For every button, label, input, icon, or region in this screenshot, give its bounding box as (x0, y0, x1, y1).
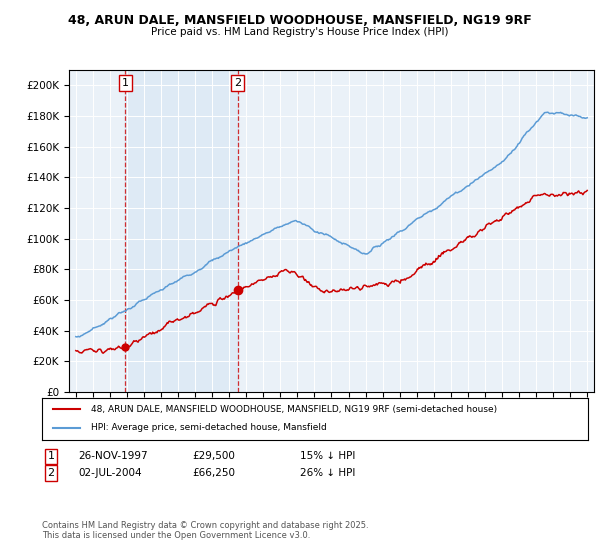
Text: 26-NOV-1997: 26-NOV-1997 (78, 451, 148, 461)
Text: 1: 1 (47, 451, 55, 461)
Text: HPI: Average price, semi-detached house, Mansfield: HPI: Average price, semi-detached house,… (91, 423, 327, 432)
Text: 2: 2 (47, 468, 55, 478)
Text: £29,500: £29,500 (192, 451, 235, 461)
Text: 48, ARUN DALE, MANSFIELD WOODHOUSE, MANSFIELD, NG19 9RF (semi-detached house): 48, ARUN DALE, MANSFIELD WOODHOUSE, MANS… (91, 405, 497, 414)
Text: Contains HM Land Registry data © Crown copyright and database right 2025.
This d: Contains HM Land Registry data © Crown c… (42, 521, 368, 540)
Text: 02-JUL-2004: 02-JUL-2004 (78, 468, 142, 478)
Text: 15% ↓ HPI: 15% ↓ HPI (300, 451, 355, 461)
Text: 48, ARUN DALE, MANSFIELD WOODHOUSE, MANSFIELD, NG19 9RF: 48, ARUN DALE, MANSFIELD WOODHOUSE, MANS… (68, 14, 532, 27)
Text: 26% ↓ HPI: 26% ↓ HPI (300, 468, 355, 478)
Text: £66,250: £66,250 (192, 468, 235, 478)
Text: 1: 1 (122, 78, 129, 88)
Text: 2: 2 (234, 78, 241, 88)
Bar (125, 70, 238, 392)
Text: Price paid vs. HM Land Registry's House Price Index (HPI): Price paid vs. HM Land Registry's House … (151, 27, 449, 37)
